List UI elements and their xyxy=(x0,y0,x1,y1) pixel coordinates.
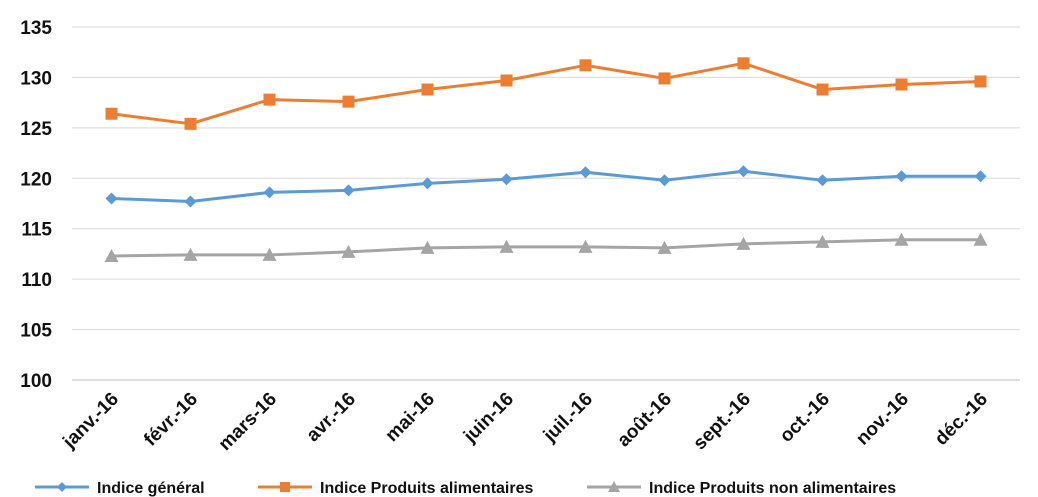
legend-label: Indice général xyxy=(97,480,205,497)
legend: Indice général Indice Produits alimentair… xyxy=(35,480,896,497)
y-tick-label: 125 xyxy=(20,119,52,140)
data-point xyxy=(736,236,751,250)
series-line xyxy=(111,169,981,203)
legend-label: Indice Produits alimentaires xyxy=(320,480,534,497)
x-tick-label: mai-16 xyxy=(382,389,439,446)
data-point xyxy=(578,239,593,253)
data-point xyxy=(183,247,198,261)
data-point xyxy=(973,232,988,246)
y-tick-label: 105 xyxy=(20,321,52,342)
data-point xyxy=(894,232,909,246)
data-point xyxy=(608,481,620,492)
data-point xyxy=(737,57,750,70)
data-point xyxy=(579,59,592,72)
y-tick-label: 130 xyxy=(20,68,52,89)
data-point xyxy=(658,72,671,85)
legend-item: Indice Produits non alimentaires xyxy=(587,480,896,497)
y-tick-label: 135 xyxy=(20,18,52,39)
data-point xyxy=(658,174,671,187)
data-point xyxy=(280,482,290,492)
data-point xyxy=(499,239,514,253)
series-square xyxy=(105,57,987,130)
data-point xyxy=(579,166,592,179)
data-point xyxy=(421,83,434,96)
data-point xyxy=(184,117,197,130)
data-point xyxy=(421,177,434,190)
data-point xyxy=(104,248,119,262)
data-point xyxy=(737,165,750,178)
data-point xyxy=(815,234,830,248)
y-tick-label: 110 xyxy=(21,270,52,291)
data-point xyxy=(263,93,276,106)
x-tick-label: juil.-16 xyxy=(539,389,597,447)
x-tick-label: nov.-16 xyxy=(852,389,913,450)
series-triangle xyxy=(104,232,988,262)
data-point xyxy=(895,78,908,91)
data-point xyxy=(500,173,513,186)
series-line xyxy=(111,238,981,258)
y-tick-label: 120 xyxy=(20,169,52,190)
x-tick-label: déc.-16 xyxy=(931,389,992,450)
data-point xyxy=(105,192,118,205)
data-point xyxy=(657,240,672,254)
x-tick-label: févr.-16 xyxy=(140,389,202,451)
series-group xyxy=(104,57,988,262)
data-point xyxy=(341,244,356,258)
gridlines xyxy=(72,26,1020,381)
legend-label: Indice Produits non alimentaires xyxy=(649,480,896,497)
data-point xyxy=(342,95,355,108)
data-point xyxy=(974,170,987,183)
data-point xyxy=(895,170,908,183)
legend-item: Indice Produits alimentaires xyxy=(258,480,534,497)
x-tick-label: juin-16 xyxy=(459,389,518,448)
x-tick-label: janv.-16 xyxy=(58,389,123,454)
x-tick-label: oct.-16 xyxy=(776,389,834,447)
series-line xyxy=(111,61,981,126)
y-tick-label: 115 xyxy=(21,220,52,241)
x-tick-label: août-16 xyxy=(613,389,676,452)
x-axis-ticks: janv.-16 févr.-16 mars-16 avr.-16 mai-16 juin… xyxy=(58,389,992,455)
y-tick-label: 100 xyxy=(20,371,52,392)
data-point xyxy=(974,75,987,88)
data-point xyxy=(816,174,829,187)
data-point xyxy=(420,240,435,254)
series-diamond xyxy=(105,165,987,208)
data-point xyxy=(816,83,829,96)
x-tick-label: sept.-16 xyxy=(689,389,755,455)
data-point xyxy=(57,482,67,492)
data-point xyxy=(105,107,118,120)
legend-item: Indice général xyxy=(35,480,205,497)
data-point xyxy=(184,195,197,208)
data-point xyxy=(263,186,276,199)
x-tick-label: mars-16 xyxy=(215,389,281,455)
y-axis-ticks: 100 105 110 115 120 125 130 135 xyxy=(20,18,52,392)
x-tick-label: avr.-16 xyxy=(303,389,360,446)
data-point xyxy=(262,247,277,261)
data-point xyxy=(500,74,513,87)
data-point xyxy=(342,184,355,197)
